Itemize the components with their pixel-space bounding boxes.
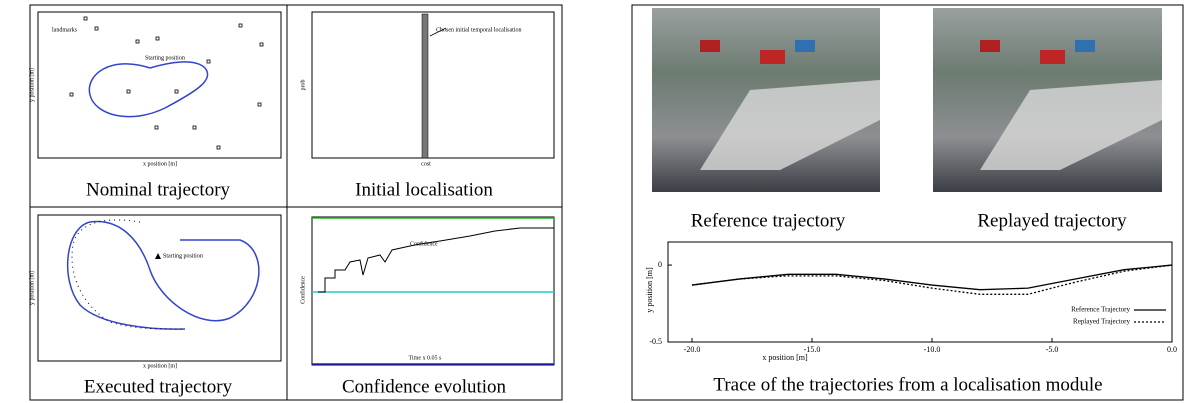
histogram-bar	[422, 14, 428, 158]
caption: Trace of the trajectories from a localis…	[713, 374, 1102, 395]
annotation: Chosen initial temporal localisation	[436, 27, 521, 33]
start-marker	[155, 253, 161, 259]
annotation: Confidence	[410, 240, 438, 247]
annotation: Starting position	[145, 55, 185, 61]
y-label: y position [m]	[29, 271, 35, 305]
trace-chart: -20.0 -15.0 -10.0 -5.0 0.0 -0.5 0 Reference Tra…	[649, 260, 1177, 354]
panel: landmarks Starting position x position […	[29, 12, 281, 200]
x-tick-label: -5.0	[1046, 345, 1059, 354]
legend-label: Reference Trajectory	[1071, 306, 1130, 314]
y-tick-label: -0.5	[649, 337, 662, 346]
trajectory	[89, 62, 207, 117]
photo-caption: Reference trajectory	[691, 210, 846, 231]
panel: Starting position x position [m] y posit…	[29, 215, 281, 397]
trajectory-line	[692, 265, 1172, 294]
caption: Confidence evolution	[342, 376, 507, 397]
figure: landmarks Starting position x position […	[0, 0, 1188, 403]
panel: Confidence Time x 0.05 s Confidence Conf…	[299, 217, 554, 397]
annotation: landmarks	[52, 27, 78, 33]
x-tick-label: -15.0	[804, 345, 821, 354]
x-label: x position [m]	[143, 161, 177, 167]
confidence-curve	[318, 228, 554, 292]
plot-frame	[312, 217, 554, 365]
caption: Initial localisation	[355, 179, 493, 200]
y-label: Confidence	[299, 276, 306, 304]
legend-label: Replayed Trajectory	[1073, 318, 1130, 326]
y-label: y position [m]	[29, 68, 35, 102]
photo	[652, 8, 880, 192]
caption: Executed trajectory	[84, 376, 233, 397]
caption: Nominal trajectory	[86, 179, 231, 200]
y-label: prob	[300, 80, 306, 91]
x-label: Time x 0.05 s	[409, 355, 442, 361]
plot-frame	[312, 12, 554, 158]
plot-frame	[668, 242, 1172, 342]
x-tick-label: -20.0	[684, 345, 701, 354]
trajectory	[68, 222, 259, 330]
landmarks	[70, 17, 263, 149]
x-label: cost	[421, 161, 431, 167]
annotation: Starting position	[163, 253, 203, 259]
left-frame	[30, 5, 562, 400]
y-label: y position [m]	[645, 267, 654, 313]
x-label: x position [m]	[762, 353, 808, 362]
photo-caption: Replayed trajectory	[977, 210, 1127, 231]
plot-frame	[38, 12, 281, 158]
x-tick-label: 0.0	[1167, 345, 1177, 354]
x-tick-label: -10.0	[924, 345, 941, 354]
panel: Chosen initial temporal localisation cos…	[300, 12, 554, 200]
x-label: x position [m]	[143, 363, 177, 369]
photo	[933, 8, 1162, 192]
y-tick-label: 0	[658, 260, 662, 269]
